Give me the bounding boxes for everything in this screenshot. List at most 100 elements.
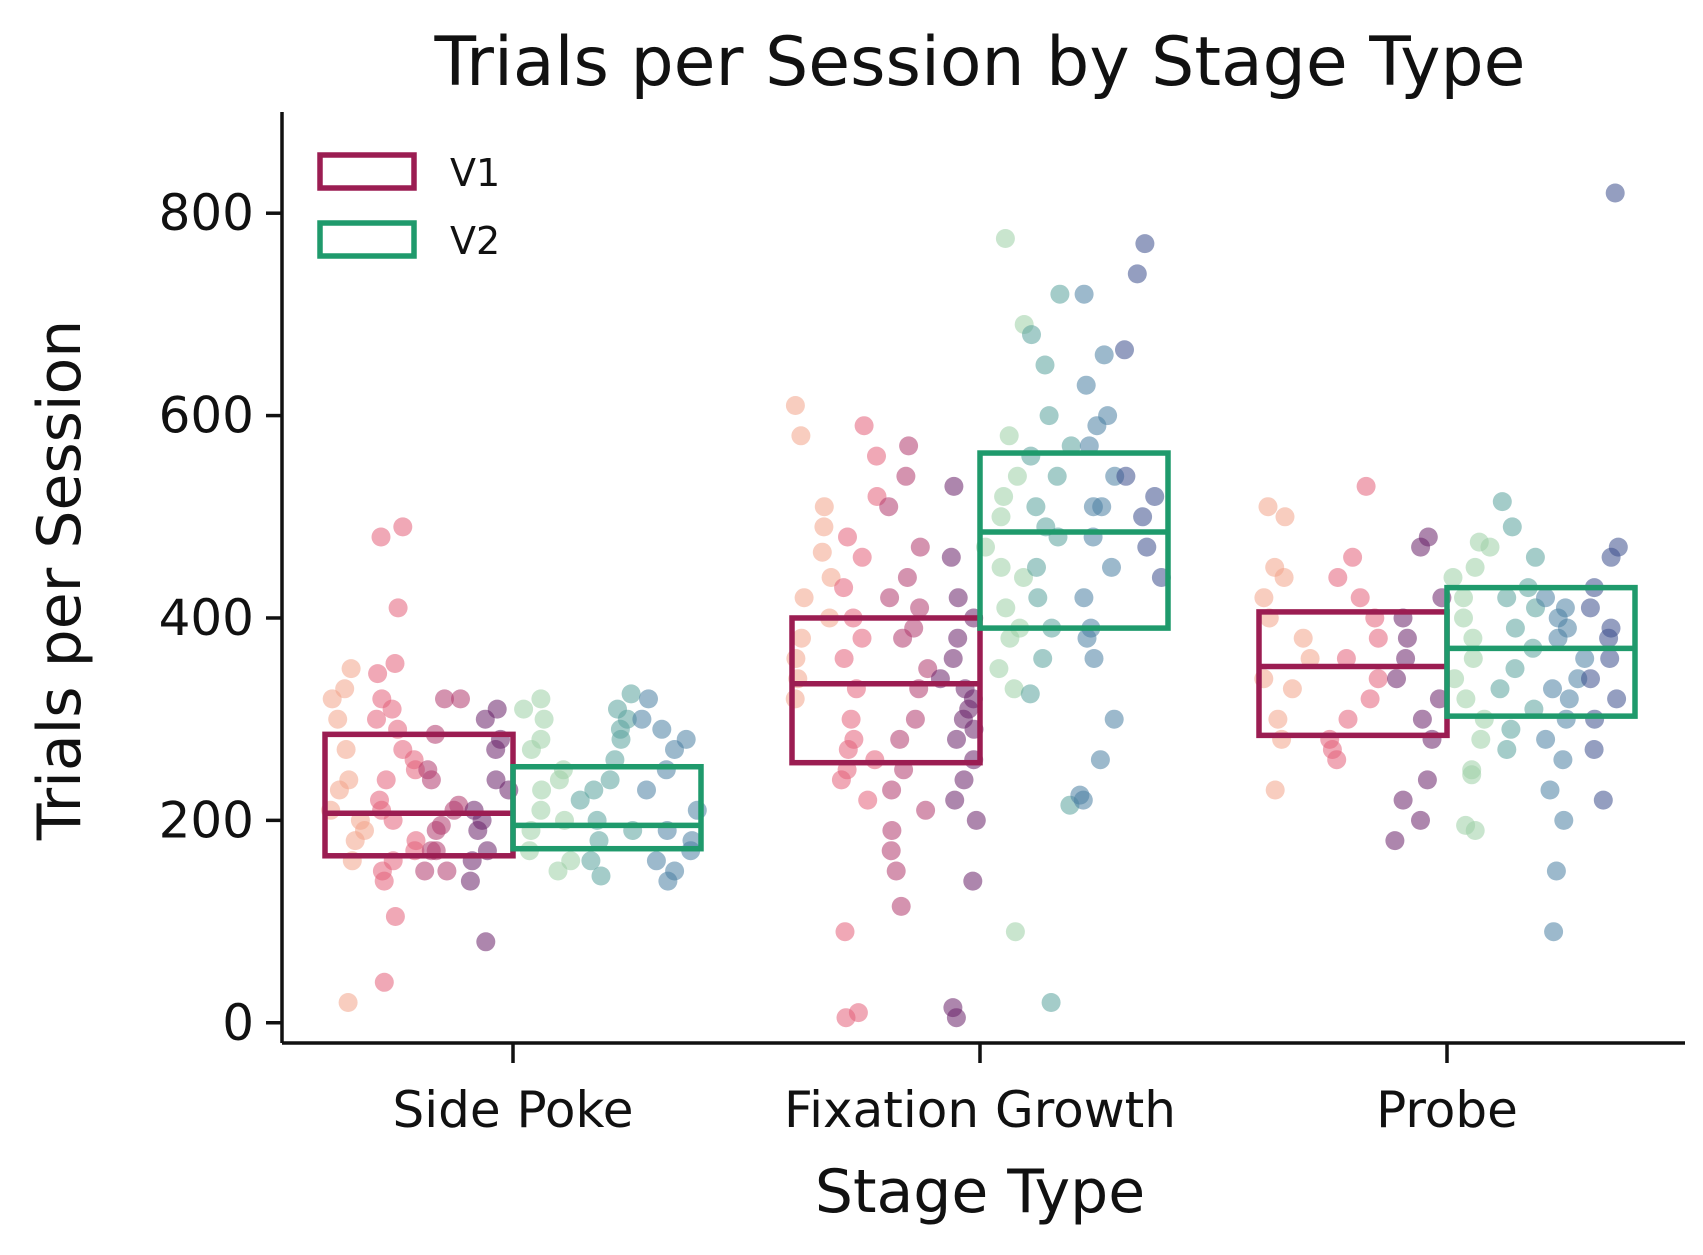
data-point [532,780,552,800]
data-point [1501,719,1521,739]
data-point [1116,466,1136,486]
data-point [1027,557,1046,577]
data-point [376,770,396,790]
points-layer [321,183,1628,1028]
data-point [814,497,834,517]
data-point [1360,689,1380,709]
data-point [1601,547,1621,567]
data-point [1268,709,1288,729]
data-point [1028,588,1048,608]
data-point [1454,608,1473,628]
data-point [531,689,551,709]
data-point [1411,537,1431,557]
data-point [385,654,405,673]
data-point [879,497,899,517]
data-point [954,770,974,790]
data-point [1274,568,1294,587]
data-point [1474,709,1494,729]
data-point [896,466,916,486]
data-point [1077,628,1097,648]
data-point [1127,264,1147,284]
data-point [1397,628,1417,648]
data-point [1135,234,1155,254]
data-point [991,507,1011,527]
data-point [487,699,507,719]
data-point [989,659,1009,679]
data-point [1385,831,1405,851]
data-point [947,729,966,749]
data-point [1555,598,1575,618]
data-point [431,815,451,835]
data-point [852,547,872,567]
data-point [1005,922,1025,942]
data-point [367,709,386,729]
data-point [1039,406,1059,426]
data-point [388,598,408,618]
data-point [374,972,394,992]
data-point [1083,497,1103,517]
data-point [1454,588,1473,608]
data-point [393,740,413,759]
data-point [835,922,855,942]
box-v1 [789,615,983,766]
data-point [1258,497,1278,517]
y-tick-label: 800 [159,184,254,242]
data-point [600,770,620,790]
data-point [336,740,356,759]
data-point [1525,547,1545,567]
y-tick-label: 600 [159,387,254,445]
data-point [1465,557,1485,577]
data-point [460,871,480,891]
data-point [589,831,609,851]
data-point [946,1008,966,1028]
data-point [1396,649,1416,668]
data-point [421,770,441,790]
box-v2 [510,763,704,852]
data-point [486,770,506,790]
legend: V1 V2 [317,151,500,263]
data-point [791,426,811,446]
data-point [687,800,707,820]
data-point [549,770,569,790]
data-point [854,416,874,436]
data-point [1275,507,1295,527]
data-point [944,476,964,496]
data-point [996,598,1016,618]
data-point [646,851,666,871]
data-point [632,709,652,729]
data-point [1502,517,1522,537]
data-point [534,709,554,729]
data-point [1090,750,1110,770]
data-point [486,740,506,759]
data-point [1556,709,1576,729]
data-point [608,699,627,719]
data-point [1094,345,1114,365]
data-point [1536,729,1556,749]
data-point [449,795,469,815]
data-point [374,871,394,891]
data-point [1593,790,1613,810]
data-point [1021,446,1041,466]
data-point [1559,689,1579,709]
data-point [991,557,1011,577]
data-point [1600,649,1620,668]
data-point [1540,780,1560,800]
data-point [1338,709,1358,729]
data-point [1581,669,1600,689]
data-point [1087,416,1107,436]
data-point [371,527,391,547]
data-point [570,790,590,810]
data-point [852,628,872,648]
data-point [335,679,355,699]
data-point [451,689,470,709]
data-point [963,871,983,891]
data-point [794,588,814,608]
data-point [1026,497,1046,517]
y-tick-label: 200 [159,791,254,849]
data-point [531,800,551,820]
data-point [1033,649,1053,668]
data-point [1074,588,1094,608]
data-point [1585,709,1605,729]
